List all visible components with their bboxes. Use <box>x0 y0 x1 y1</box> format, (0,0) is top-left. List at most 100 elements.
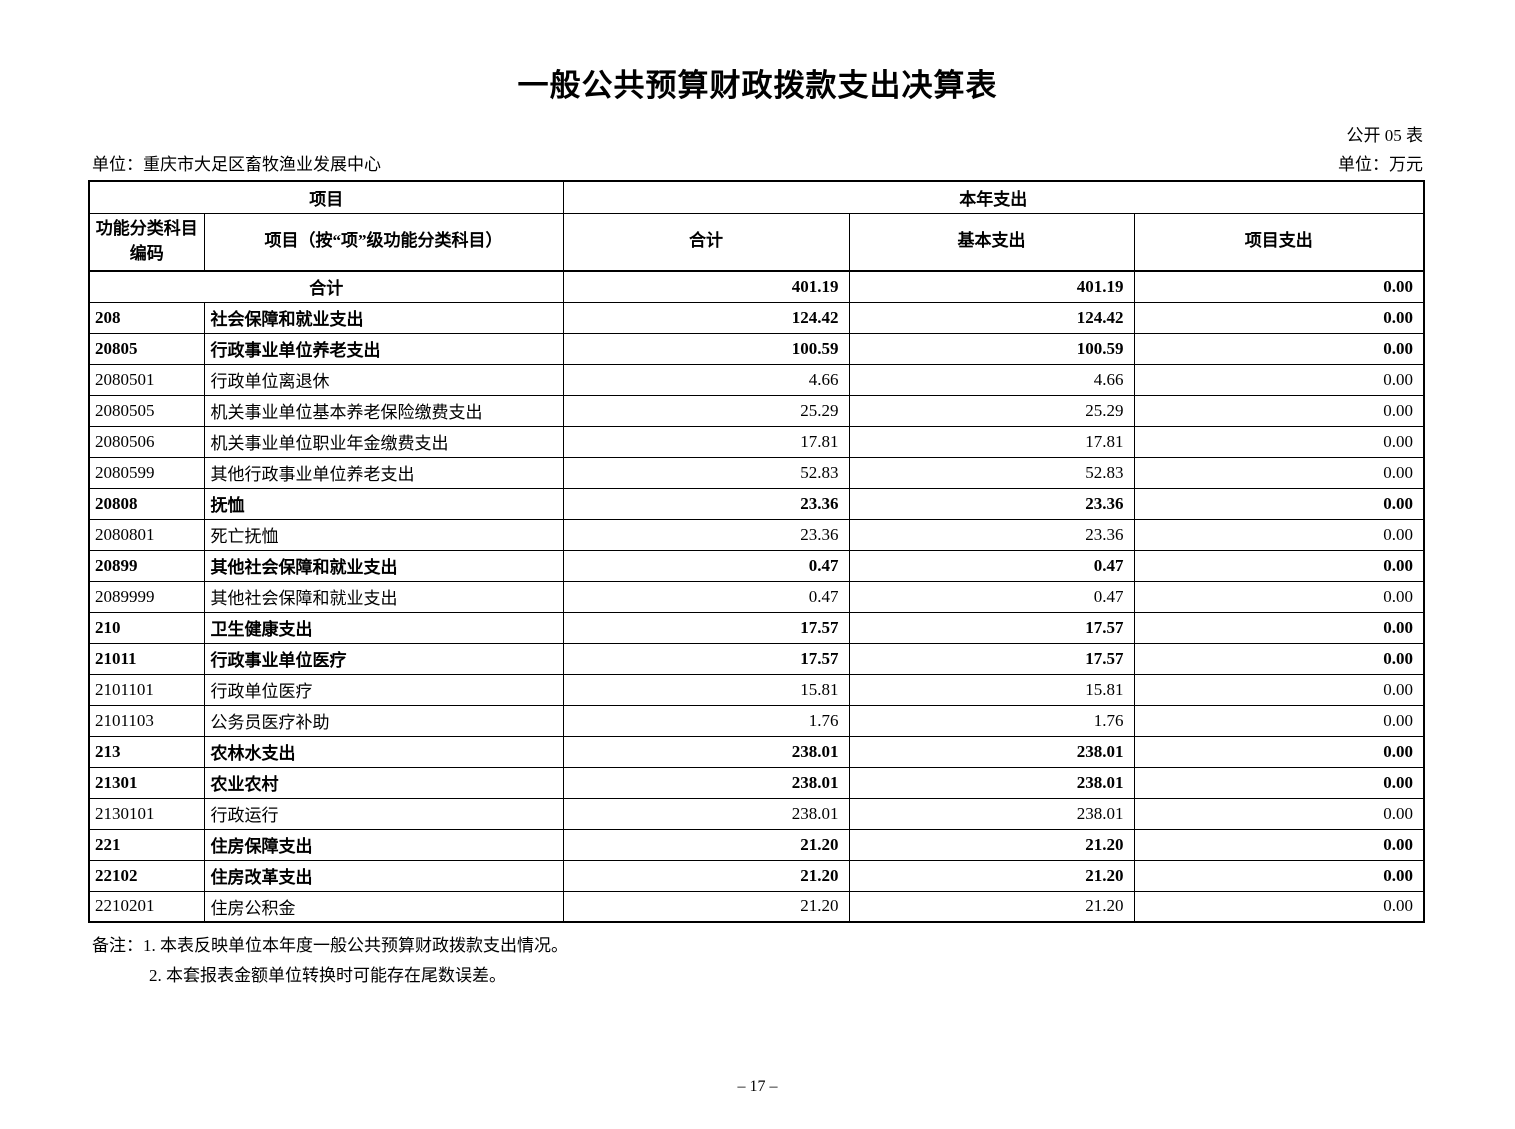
project-expenditure-cell: 0.00 <box>1133 673 1425 706</box>
total-cell: 23.36 <box>562 518 850 551</box>
table-row: 22102 住房改革支出 21.20 21.20 0.00 <box>88 859 1425 892</box>
total-cell: 0.47 <box>562 549 850 582</box>
code-cell: 221 <box>88 828 205 861</box>
basic-expenditure-cell: 52.83 <box>848 456 1135 489</box>
item-cell: 机关事业单位职业年金缴费支出 <box>203 425 564 458</box>
meta-row: 单位：重庆市大足区畜牧渔业发展中心 单位：万元 <box>92 150 1423 175</box>
table-row: 2080599 其他行政事业单位养老支出 52.83 52.83 0.00 <box>88 456 1425 489</box>
code-cell: 2089999 <box>88 580 205 613</box>
total-cell: 0.47 <box>562 580 850 613</box>
item-cell: 卫生健康支出 <box>203 611 564 644</box>
table-row: 210 卫生健康支出 17.57 17.57 0.00 <box>88 611 1425 644</box>
basic-expenditure-cell: 0.47 <box>848 549 1135 582</box>
total-cell: 17.57 <box>562 642 850 675</box>
code-cell: 2101103 <box>88 704 205 737</box>
header-project-expenditure: 项目支出 <box>1133 212 1425 272</box>
item-cell: 行政单位离退休 <box>203 363 564 396</box>
total-cell: 21.20 <box>562 828 850 861</box>
code-cell: 2080506 <box>88 425 205 458</box>
item-cell: 住房改革支出 <box>203 859 564 892</box>
basic-expenditure-cell: 238.01 <box>848 797 1135 830</box>
code-cell: 2080501 <box>88 363 205 396</box>
project-expenditure-cell: 0.00 <box>1133 735 1425 768</box>
code-cell: 210 <box>88 611 205 644</box>
currency-unit-label: 单位：万元 <box>1338 155 1423 174</box>
item-cell: 农林水支出 <box>203 735 564 768</box>
total-cell: 25.29 <box>562 394 850 427</box>
code-cell: 21011 <box>88 642 205 675</box>
item-cell: 行政事业单位医疗 <box>203 642 564 675</box>
item-cell: 行政事业单位养老支出 <box>203 332 564 365</box>
header-total: 合计 <box>562 212 850 272</box>
page-title: 一般公共预算财政拨款支出决算表 <box>517 68 998 103</box>
project-expenditure-cell: 0.00 <box>1133 859 1425 892</box>
header-group-project: 项目 <box>88 180 564 214</box>
item-cell: 合计 <box>88 270 564 303</box>
table-row: 2080501 行政单位离退休 4.66 4.66 0.00 <box>88 363 1425 396</box>
total-cell: 238.01 <box>562 797 850 830</box>
header-function-code-line1: 功能分类科目 <box>95 219 198 239</box>
project-expenditure-cell: 0.00 <box>1133 270 1425 303</box>
note-2: 2. 本套报表金额单位转换时可能存在尾数误差。 <box>149 966 506 985</box>
header-function-code-line2: 编码 <box>129 243 164 263</box>
header-basic-expenditure: 基本支出 <box>848 212 1135 272</box>
table-row: 21301 农业农村 238.01 238.01 0.00 <box>88 766 1425 799</box>
total-cell: 15.81 <box>562 673 850 706</box>
table-row: 2101103 公务员医疗补助 1.76 1.76 0.00 <box>88 704 1425 737</box>
total-cell: 52.83 <box>562 456 850 489</box>
project-expenditure-cell: 0.00 <box>1133 611 1425 644</box>
table-code-label: 公开 05 表 <box>1346 126 1424 145</box>
basic-expenditure-cell: 401.19 <box>848 270 1135 303</box>
item-cell: 死亡抚恤 <box>203 518 564 551</box>
table-row: 2210201 住房公积金 21.20 21.20 0.00 <box>88 890 1425 923</box>
basic-expenditure-cell: 1.76 <box>848 704 1135 737</box>
header-item: 项目（按“项”级功能分类科目） <box>203 212 564 272</box>
org-unit-label: 单位：重庆市大足区畜牧渔业发展中心 <box>92 155 381 174</box>
table-row: 21011 行政事业单位医疗 17.57 17.57 0.00 <box>88 642 1425 675</box>
total-cell: 100.59 <box>562 332 850 365</box>
total-cell: 17.57 <box>562 611 850 644</box>
code-cell: 20805 <box>88 332 205 365</box>
table-row: 2080801 死亡抚恤 23.36 23.36 0.00 <box>88 518 1425 551</box>
project-expenditure-cell: 0.00 <box>1133 487 1425 520</box>
header-group-current-year-expenditure: 本年支出 <box>562 180 1425 214</box>
total-cell: 23.36 <box>562 487 850 520</box>
project-expenditure-cell: 0.00 <box>1133 425 1425 458</box>
project-expenditure-cell: 0.00 <box>1133 704 1425 737</box>
total-cell: 4.66 <box>562 363 850 396</box>
basic-expenditure-cell: 23.36 <box>848 518 1135 551</box>
basic-expenditure-cell: 124.42 <box>848 301 1135 334</box>
code-cell: 208 <box>88 301 205 334</box>
total-cell: 401.19 <box>562 270 850 303</box>
table-row: 2101101 行政单位医疗 15.81 15.81 0.00 <box>88 673 1425 706</box>
basic-expenditure-cell: 17.81 <box>848 425 1135 458</box>
note-line: 备注：1. 本表反映单位本年度一般公共预算财政拨款支出情况。 <box>92 931 1423 961</box>
project-expenditure-cell: 0.00 <box>1133 828 1425 861</box>
table-row: 208 社会保障和就业支出 124.42 124.42 0.00 <box>88 301 1425 334</box>
table-row: 20805 行政事业单位养老支出 100.59 100.59 0.00 <box>88 332 1425 365</box>
basic-expenditure-cell: 238.01 <box>848 766 1135 799</box>
code-cell: 2080505 <box>88 394 205 427</box>
code-cell: 20899 <box>88 549 205 582</box>
item-cell: 住房保障支出 <box>203 828 564 861</box>
table-row: 2130101 行政运行 238.01 238.01 0.00 <box>88 797 1425 830</box>
project-expenditure-cell: 0.00 <box>1133 363 1425 396</box>
item-cell: 农业农村 <box>203 766 564 799</box>
item-cell: 社会保障和就业支出 <box>203 301 564 334</box>
code-cell: 2101101 <box>88 673 205 706</box>
item-cell: 其他社会保障和就业支出 <box>203 580 564 613</box>
code-cell: 2130101 <box>88 797 205 830</box>
item-cell: 行政单位医疗 <box>203 673 564 706</box>
header-function-code: 功能分类科目 编码 <box>88 212 205 272</box>
item-cell: 其他社会保障和就业支出 <box>203 549 564 582</box>
basic-expenditure-cell: 100.59 <box>848 332 1135 365</box>
project-expenditure-cell: 0.00 <box>1133 456 1425 489</box>
item-cell: 抚恤 <box>203 487 564 520</box>
basic-expenditure-cell: 21.20 <box>848 890 1135 923</box>
basic-expenditure-cell: 0.47 <box>848 580 1135 613</box>
code-cell: 22102 <box>88 859 205 892</box>
note-line: 2. 本套报表金额单位转换时可能存在尾数误差。 <box>92 961 1423 991</box>
basic-expenditure-cell: 21.20 <box>848 828 1135 861</box>
basic-expenditure-cell: 25.29 <box>848 394 1135 427</box>
basic-expenditure-cell: 4.66 <box>848 363 1135 396</box>
